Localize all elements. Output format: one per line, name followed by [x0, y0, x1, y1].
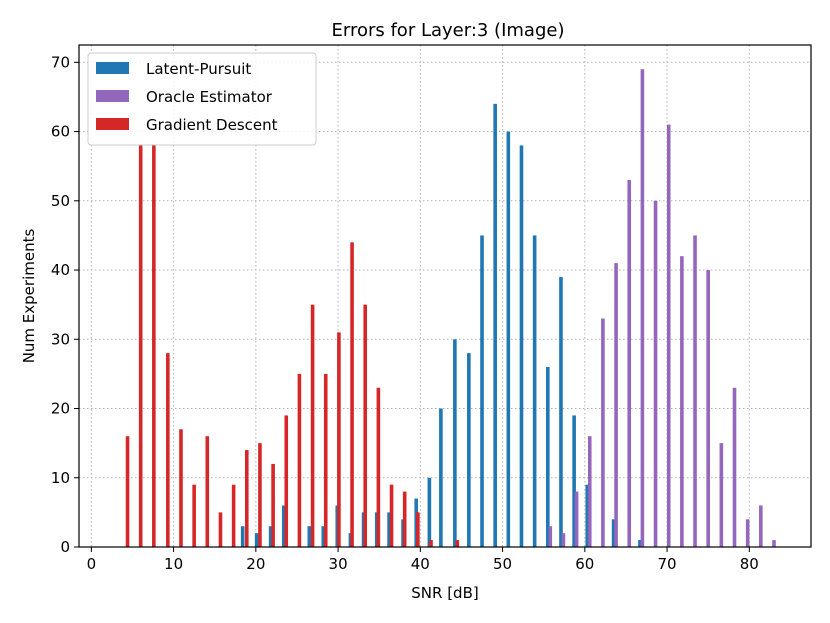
- legend-label-gradient-descent: Gradient Descent: [146, 116, 278, 134]
- bar-latent-pursuit: [240, 526, 245, 547]
- bar-gradient-descent: [258, 443, 262, 547]
- y-tick-label: 50: [51, 192, 70, 210]
- legend-box: [87, 52, 317, 146]
- bar-oracle-estimator: [614, 263, 618, 547]
- x-tick-label: 20: [246, 555, 265, 573]
- bar-gradient-descent: [310, 304, 315, 547]
- bar-latent-pursuit: [506, 131, 511, 547]
- bar-latent-pursuit: [585, 484, 590, 547]
- bar-oracle-estimator: [759, 505, 763, 547]
- x-tick-label: 0: [87, 555, 97, 573]
- bar-oracle-estimator: [587, 436, 592, 547]
- bar-gradient-descent: [244, 450, 249, 547]
- x-tick-label: 60: [575, 555, 594, 573]
- plot-frame: [78, 44, 812, 548]
- bar-latent-pursuit: [493, 103, 497, 548]
- bar-oracle-estimator: [548, 526, 553, 547]
- bar-gradient-descent: [402, 491, 407, 547]
- bar-latent-pursuit: [519, 145, 524, 547]
- legend-swatch-gradient-descent: [96, 118, 129, 130]
- x-axis-ticks: 0 10 20 30 40 50 60 70 80: [87, 547, 759, 573]
- bar-gradient-descent: [152, 145, 156, 547]
- bar-gradient-descent: [166, 353, 170, 547]
- bar-oracle-estimator: [719, 443, 724, 547]
- bar-latent-pursuit: [572, 415, 576, 547]
- bar-latent-pursuit: [307, 526, 312, 547]
- y-axis-ticks: 0 10 20 30 40 50 60 70: [51, 53, 79, 556]
- y-tick-label: 30: [51, 330, 70, 348]
- bar-gradient-descent: [271, 463, 275, 547]
- bar-gradient-descent: [179, 429, 183, 547]
- bar-gradient-descent: [125, 436, 130, 547]
- x-tick-label: 70: [658, 555, 677, 573]
- bar-latent-pursuit: [480, 235, 484, 547]
- x-tick-label: 80: [740, 555, 759, 573]
- legend: Latent-Pursuit Oracle Estimator Gradient…: [87, 52, 317, 146]
- y-axis-title: Num Experiments: [20, 229, 38, 364]
- bar-gradient-descent: [138, 145, 143, 547]
- bar-oracle-estimator: [772, 540, 776, 547]
- x-tick-label: 30: [329, 555, 348, 573]
- bar-gradient-descent: [231, 484, 236, 547]
- bar-latent-pursuit: [467, 353, 471, 547]
- bar-gradient-descent: [416, 512, 420, 547]
- x-tick-label: 50: [493, 555, 512, 573]
- bar-gradient-descent: [429, 540, 433, 547]
- legend-label-oracle-estimator: Oracle Estimator: [146, 88, 273, 106]
- bar-gradient-descent: [455, 540, 460, 547]
- bar-latent-pursuit: [638, 540, 642, 547]
- bar-gradient-descent: [284, 415, 289, 547]
- bar-gradient-descent: [192, 484, 196, 547]
- y-tick-label: 20: [51, 400, 70, 418]
- y-tick-label: 70: [51, 53, 70, 71]
- bar-latent-pursuit: [532, 235, 537, 547]
- bar-gradient-descent: [297, 373, 302, 547]
- bar-gradient-descent: [350, 242, 354, 547]
- bar-oracle-estimator: [706, 270, 710, 547]
- bar-gradient-descent: [205, 436, 210, 547]
- bar-latent-pursuit: [321, 526, 326, 547]
- bar-gradient-descent: [389, 484, 394, 547]
- y-tick-label: 40: [51, 261, 70, 279]
- y-tick-label: 0: [60, 538, 70, 556]
- bar-latent-pursuit: [281, 505, 286, 547]
- bar-latent-pursuit: [559, 276, 563, 547]
- legend-label-latent-pursuit: Latent-Pursuit: [146, 60, 251, 78]
- bar-oracle-estimator: [601, 318, 605, 547]
- bar-oracle-estimator: [574, 491, 579, 547]
- bar-latent-pursuit: [611, 519, 616, 547]
- bar-oracle-estimator: [627, 180, 632, 547]
- x-axis-title: SNR [dB]: [411, 584, 478, 602]
- x-tick-label: 40: [411, 555, 430, 573]
- bar-oracle-estimator: [732, 387, 737, 547]
- y-tick-label: 60: [51, 123, 70, 141]
- legend-swatch-latent-pursuit: [96, 62, 129, 74]
- y-tick-label: 10: [51, 469, 70, 487]
- bar-oracle-estimator: [745, 519, 750, 547]
- bar-oracle-estimator: [640, 69, 645, 547]
- bar-latent-pursuit: [427, 477, 432, 547]
- bar-oracle-estimator: [561, 533, 566, 547]
- bar-oracle-estimator: [653, 200, 658, 548]
- bar-latent-pursuit: [453, 339, 457, 547]
- bar-gradient-descent: [323, 373, 328, 547]
- bar-latent-pursuit: [546, 366, 550, 547]
- bar-gradient-descent: [337, 332, 341, 547]
- chart-title: Errors for Layer:3 (Image): [332, 20, 565, 41]
- bars: [125, 69, 776, 548]
- bar-gradient-descent: [363, 304, 368, 547]
- bar-gradient-descent: [218, 512, 223, 547]
- bar-gradient-descent: [376, 387, 381, 547]
- bar-latent-pursuit: [439, 408, 443, 547]
- bar-latent-pursuit: [268, 526, 273, 547]
- bar-latent-pursuit: [254, 533, 259, 547]
- bar-oracle-estimator: [666, 124, 671, 547]
- x-tick-label: 10: [164, 555, 183, 573]
- bar-oracle-estimator: [693, 235, 697, 547]
- bar-oracle-estimator: [680, 256, 684, 547]
- bar-latent-pursuit: [387, 512, 391, 547]
- legend-swatch-oracle-estimator: [96, 90, 129, 102]
